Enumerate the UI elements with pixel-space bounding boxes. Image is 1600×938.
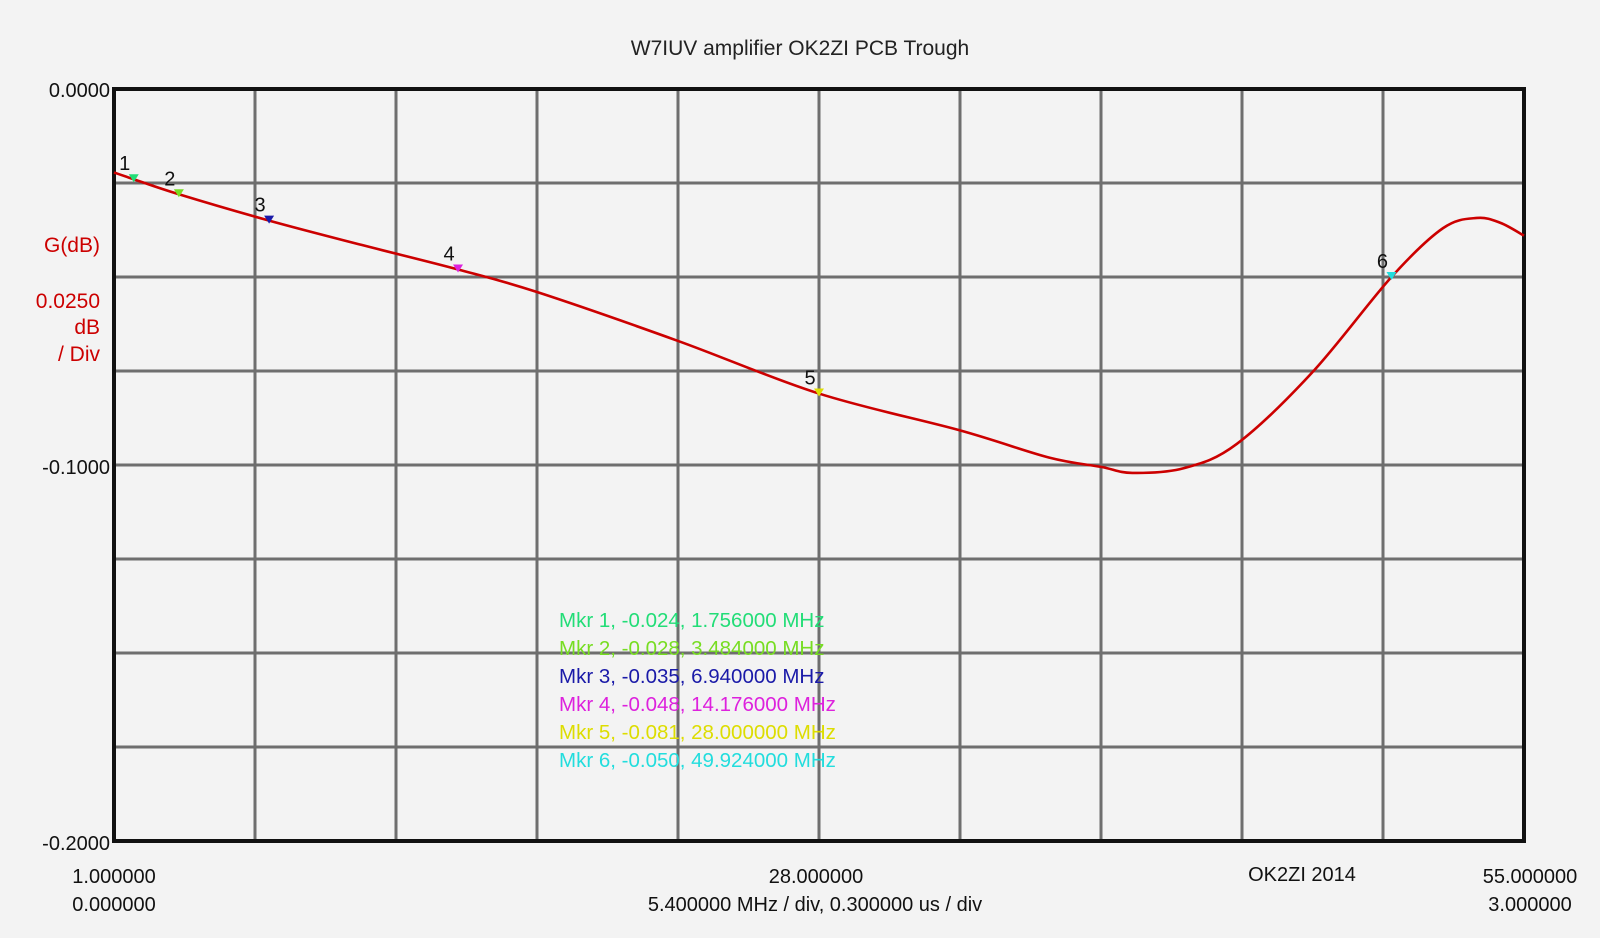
marker-3-number: 3: [255, 195, 266, 217]
marker-1-number: 1: [119, 153, 130, 175]
y-tick-bottom: -0.2000: [42, 833, 110, 855]
time-tick-right: 3.000000: [1488, 894, 1571, 916]
y-tick-mid: -0.1000: [42, 457, 110, 479]
marker-5-number: 5: [804, 368, 815, 390]
trace: [113, 171, 1525, 475]
legend-entry-marker-4: Mkr 4, -0.048, 14.176000 MHz: [559, 693, 836, 716]
y-scale-value: 0.0250: [36, 290, 100, 313]
legend-entry-marker-1: Mkr 1, -0.024, 1.756000 MHz: [559, 609, 825, 632]
markers: 1 2 3 4 5 6: [119, 153, 1397, 397]
legend-entry-marker-3: Mkr 3, -0.035, 6.940000 MHz: [559, 665, 825, 688]
marker-3-triangle: [264, 215, 275, 224]
marker-6-triangle: [1386, 272, 1397, 280]
chart-title: W7IUV amplifier OK2ZI PCB Trough: [631, 37, 969, 60]
annotation: OK2ZI 2014: [1248, 864, 1356, 886]
plot-frame: [112, 87, 1526, 843]
trace-line: [113, 171, 1525, 475]
legend-entry-marker-6: Mkr 6, -0.050, 49.924000 MHz: [559, 749, 836, 772]
y-scale-div: / Div: [58, 343, 101, 366]
y-scale-unit: dB: [74, 316, 100, 339]
x-tick-right: 55.000000: [1483, 866, 1578, 888]
marker-legend: Mkr 1, -0.024, 1.756000 MHz Mkr 2, -0.028…: [559, 609, 836, 772]
time-tick-left: 0.000000: [72, 894, 155, 916]
marker-1-triangle: [128, 174, 139, 183]
marker-4-number: 4: [443, 243, 454, 265]
marker-2-number: 2: [164, 168, 175, 190]
y-axis-label: G(dB): [44, 234, 100, 257]
marker-2-triangle: [173, 189, 184, 198]
marker-6-number: 6: [1377, 251, 1388, 273]
grid: [114, 89, 1524, 841]
marker-4-triangle: [453, 264, 464, 273]
x-tick-left: 1.000000: [72, 866, 155, 888]
legend-entry-marker-5: Mkr 5, -0.081, 28.000000 MHz: [559, 721, 836, 744]
marker-5-triangle: [814, 388, 824, 397]
x-tick-center: 28.000000: [769, 866, 864, 888]
y-tick-top: 0.0000: [49, 80, 110, 102]
legend-entry-marker-2: Mkr 2, -0.028, 3.484000 MHz: [559, 637, 825, 660]
x-scale-label: 5.400000 MHz / div, 0.300000 us / div: [648, 894, 982, 916]
